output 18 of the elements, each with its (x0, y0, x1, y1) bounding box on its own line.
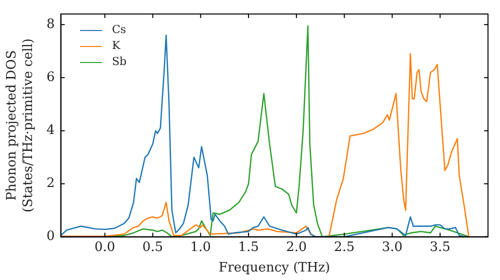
y-tick-label: 8 (46, 16, 55, 32)
legend-label: K (112, 38, 120, 54)
x-tick-label: 0.5 (142, 240, 164, 255)
x-axis-title: Frequency (THz) (218, 260, 330, 276)
x-tick-label: 2.0 (286, 240, 307, 255)
x-tick-label: 3.5 (430, 240, 450, 255)
y-tick-label: 0 (46, 229, 55, 244)
x-tick-label: 0.0 (94, 240, 116, 255)
legend-label: Sb (112, 54, 127, 70)
x-tick-label: 1.5 (238, 240, 259, 255)
x-tick-label: 2.5 (334, 240, 355, 255)
y-axis-title: Phonon projected DOS (States/THz·primitive cell) (4, 38, 36, 212)
x-tick-label: 3.0 (382, 240, 403, 255)
y-tick-label: 2 (46, 176, 55, 192)
legend-label: Cs (112, 22, 126, 38)
y-tick-label: 6 (46, 70, 55, 86)
y-tick-label: 4 (46, 123, 55, 138)
x-tick-label: 1.0 (190, 240, 211, 255)
